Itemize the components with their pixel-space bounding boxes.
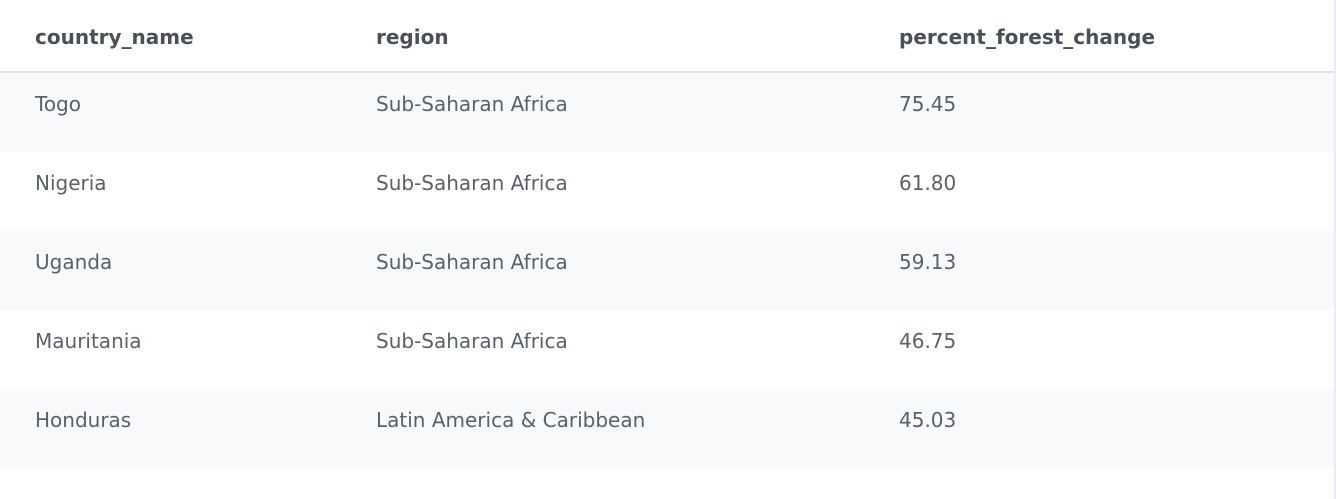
cell-percent-forest-change: 45.03 bbox=[899, 408, 957, 432]
cell-percent-forest-change: 61.80 bbox=[899, 171, 957, 195]
table-row: Togo Sub-Saharan Africa 75.45 bbox=[0, 73, 1334, 152]
cell-region: Sub-Saharan Africa bbox=[376, 250, 568, 274]
cell-percent-forest-change: 75.45 bbox=[899, 92, 957, 116]
cell-country-name: Nigeria bbox=[35, 171, 107, 195]
cell-country-name: Mauritania bbox=[35, 329, 142, 353]
cell-country-name: Togo bbox=[35, 92, 81, 116]
cell-region: Sub-Saharan Africa bbox=[376, 329, 568, 353]
column-header-percent-forest-change[interactable]: percent_forest_change bbox=[899, 25, 1156, 49]
table-row: Mauritania Sub-Saharan Africa 46.75 bbox=[0, 310, 1334, 389]
cell-country-name: Honduras bbox=[35, 408, 132, 432]
table-header: country_name region percent_forest_chang… bbox=[0, 0, 1334, 73]
cell-country-name: Uganda bbox=[35, 250, 113, 274]
cell-percent-forest-change: 46.75 bbox=[899, 329, 957, 353]
cell-region: Latin America & Caribbean bbox=[376, 408, 646, 432]
table-row: Uganda Sub-Saharan Africa 59.13 bbox=[0, 231, 1334, 310]
column-header-country-name[interactable]: country_name bbox=[35, 25, 194, 49]
table-row: Honduras Latin America & Caribbean 45.03 bbox=[0, 389, 1334, 468]
column-header-region[interactable]: region bbox=[376, 25, 449, 49]
cell-region: Sub-Saharan Africa bbox=[376, 171, 568, 195]
table-row: Nigeria Sub-Saharan Africa 61.80 bbox=[0, 152, 1334, 231]
cell-percent-forest-change: 59.13 bbox=[899, 250, 957, 274]
cell-region: Sub-Saharan Africa bbox=[376, 92, 568, 116]
